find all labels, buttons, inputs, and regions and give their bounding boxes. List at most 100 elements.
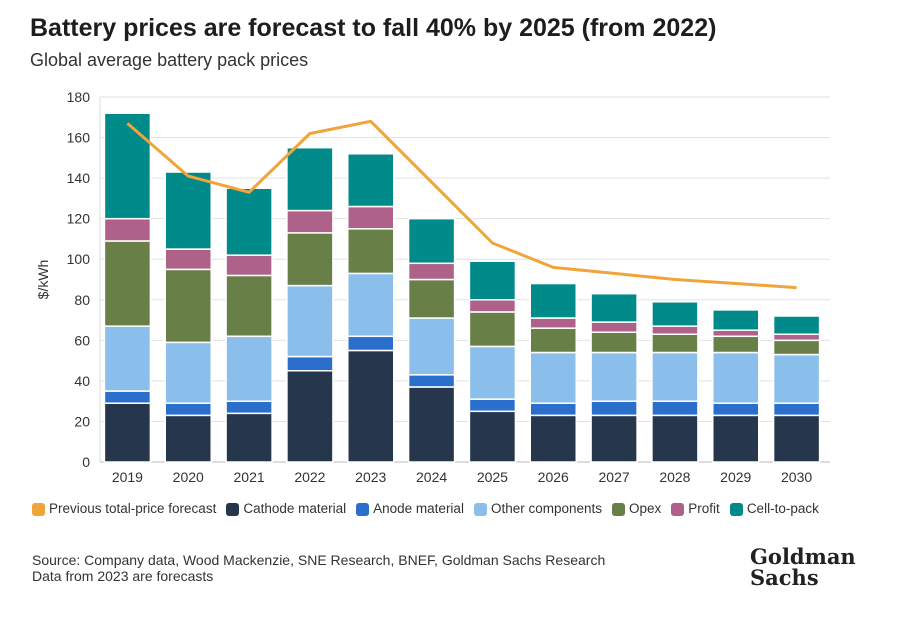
bar-segment-opex [772,339,821,356]
y-tick-label: 40 [74,373,90,389]
bar-segment-cathode-material [468,410,517,463]
x-tick-label: 2023 [355,469,386,485]
bar-segment-anode-material [286,355,334,372]
source-note: Source: Company data, Wood Mackenzie, SN… [32,552,605,584]
y-tick-label: 0 [82,454,90,470]
bar-segment-cell-to-pack [712,309,760,331]
bar-segment-cathode-material [712,414,760,463]
bar-segment-opex [286,232,334,287]
bar-segment-anode-material [225,400,273,415]
y-tick-label: 160 [67,130,91,146]
bar-segment-cell-to-pack [651,301,699,327]
legend-swatch [612,502,626,516]
chart-title: Battery prices are forecast to fall 40% … [30,14,717,42]
x-tick-label: 2019 [112,469,143,485]
legend-swatch [671,502,685,516]
bar-segment-anode-material [103,390,152,404]
bar-segment-cathode-material [225,412,273,463]
legend: Previous total-price forecast Cathode mat… [32,501,832,520]
legend-item: Previous total-price forecast [32,501,216,517]
legend-label: Other components [490,501,603,516]
x-tick-label: 2029 [720,469,751,485]
x-tick-label: 2030 [781,469,812,485]
bar-segment-profit [529,317,577,329]
bar-segment-cathode-material [347,349,395,463]
bar-segment-other-components [225,335,273,402]
bar-segment-profit [103,217,152,242]
bar-segment-opex [712,335,760,354]
bar-segment-cathode-material [286,370,334,463]
legend-item: Other components [473,501,603,517]
legend-label: Cathode material [243,501,347,516]
bar-segment-cell-to-pack [286,146,334,212]
goldman-sachs-logo: Goldman Sachs [750,544,856,590]
x-tick-label: 2025 [477,469,508,485]
bar-segment-opex [529,327,577,354]
bar-segment-other-components [286,284,334,358]
bar-segment-profit [712,329,760,338]
bar-segment-cell-to-pack [164,171,212,250]
bar-segment-anode-material [651,400,699,417]
bar-segment-opex [347,228,395,275]
legend-swatch [226,502,240,516]
bar-segment-anode-material [712,402,760,417]
bar-segment-other-components [651,351,699,402]
bar-segment-profit [468,299,517,313]
bar-segment-anode-material [407,374,456,388]
forecast-note: Data from 2023 are forecasts [32,568,214,584]
bar-segment-other-components [590,351,638,402]
bar-segment-other-components [407,317,456,376]
bar-segment-cathode-material [529,414,577,463]
bar-segment-anode-material [529,402,577,417]
bar-segment-cathode-material [164,414,212,463]
x-tick-label: 2028 [659,469,690,485]
y-tick-label: 60 [74,332,90,348]
bar-segment-profit [225,254,273,277]
legend-item: Anode material [356,501,464,517]
bar-segment-profit [651,325,699,335]
bar-segment-other-components [164,341,212,404]
bar-segment-cell-to-pack [225,187,273,256]
y-tick-label: 140 [67,170,91,186]
bar-segment-anode-material [590,400,638,417]
bar-segment-cell-to-pack [529,282,577,319]
bar-segment-cell-to-pack [103,112,152,220]
bar-segment-anode-material [164,402,212,417]
bar-segment-cathode-material [651,414,699,463]
bar-segment-other-components [103,325,152,392]
bar-segment-opex [407,278,456,319]
legend-item: Cathode material [226,501,346,517]
y-tick-label: 80 [74,292,90,308]
legend-item: Profit [671,501,720,517]
bar-segment-opex [103,240,152,327]
legend-item: Opex [612,501,661,517]
x-tick-label: 2020 [173,469,204,485]
legend-label: Cell-to-pack [746,501,819,516]
legend-swatch [473,502,487,516]
bar-segment-cell-to-pack [468,260,517,301]
bar-segment-other-components [347,272,395,338]
previous-forecast-line [126,119,797,290]
legend-label: Anode material [373,501,464,516]
bar-segment-profit [286,209,334,234]
bar-segment-profit [164,248,212,271]
bar-segment-opex [590,331,638,354]
bar-segment-anode-material [468,398,517,413]
bar-segment-profit [347,205,395,230]
bar-segment-cell-to-pack [590,292,638,323]
bar-segment-opex [225,274,273,338]
bar-segment-cathode-material [407,386,456,463]
bar-segment-other-components [468,345,517,400]
x-tick-label: 2022 [294,469,325,485]
bar-segment-profit [772,333,821,342]
legend-swatch [729,502,743,516]
legend-item: Cell-to-pack [729,501,819,517]
y-tick-label: 20 [74,413,90,429]
bar-segment-opex [468,311,517,348]
x-tick-label: 2026 [538,469,569,485]
bar-segment-cathode-material [103,402,152,463]
legend-label: Previous total-price forecast [49,501,217,516]
bar-segment-profit [407,262,456,281]
